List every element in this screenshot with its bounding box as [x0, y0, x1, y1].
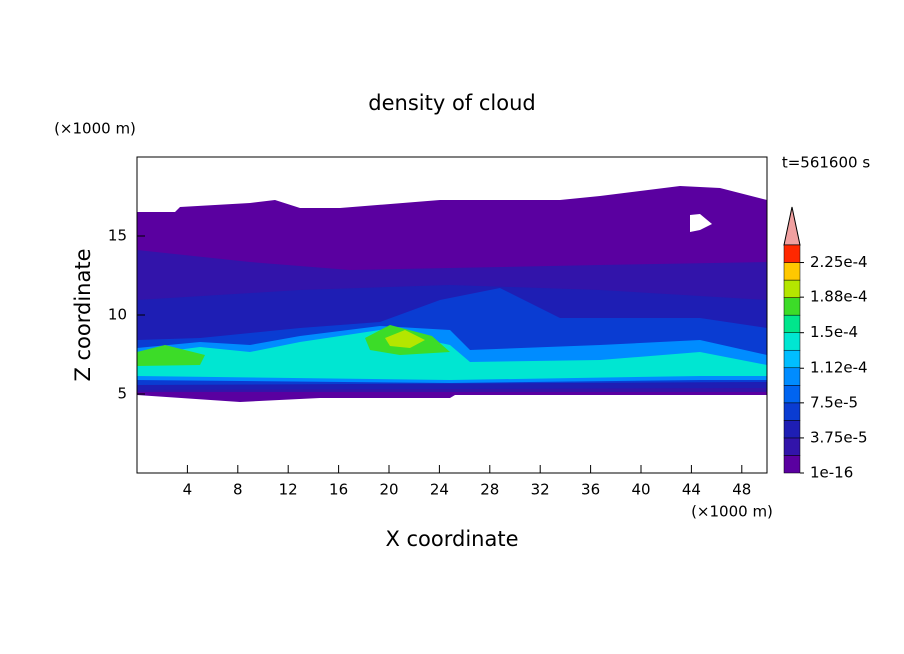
x-tick-label: 16	[329, 481, 348, 499]
colorbar-band	[783, 385, 801, 404]
colorbar-band	[783, 279, 801, 298]
contour-fill	[385, 330, 425, 348]
colorbar-band	[783, 314, 801, 333]
x-tick-label: 24	[430, 481, 449, 499]
contour-fill	[137, 330, 767, 380]
x-tick-label: 4	[183, 481, 193, 499]
colorbar-band	[783, 332, 801, 351]
colorbar-band	[783, 349, 801, 369]
y-unit: (×1000 m)	[54, 120, 136, 138]
colorbar-tick-label: 2.25e-4	[810, 253, 868, 271]
x-tick-label: 44	[682, 481, 701, 499]
time-label: t=561600 s	[782, 154, 870, 172]
colorbar-band	[783, 437, 801, 456]
x-tick-label: 8	[233, 481, 243, 499]
y-tick-label: 10	[108, 306, 127, 324]
x-tick-label: 48	[732, 481, 751, 499]
x-tick-label: 32	[531, 481, 550, 499]
colorbar-band	[783, 455, 801, 474]
x-tick-label: 36	[581, 481, 600, 499]
x-axis-label: X coordinate	[385, 527, 518, 551]
colorbar-tick-label: 3.75e-5	[810, 428, 868, 446]
colorbar-extension	[783, 206, 801, 246]
colorbar-tick-label: 1.5e-4	[810, 323, 858, 341]
x-tick-label: 12	[279, 481, 298, 499]
chart-title: density of cloud	[368, 91, 535, 115]
colorbar-tick-label: 1.88e-4	[810, 288, 868, 306]
colorbar-band	[783, 367, 801, 386]
colorbar-band	[783, 297, 801, 316]
colorbar-tick-label: 1e-16	[810, 464, 853, 482]
colorbar-tick-label: 1.12e-4	[810, 359, 868, 377]
colorbar-band	[783, 244, 801, 263]
x-tick-label: 40	[631, 481, 650, 499]
contour-fill	[690, 214, 712, 232]
colorbar-tick-label: 7.5e-5	[810, 393, 858, 411]
y-tick-label: 5	[117, 385, 127, 403]
colorbar-band	[783, 262, 801, 281]
colorbar-band	[783, 402, 801, 421]
x-unit: (×1000 m)	[691, 503, 773, 521]
y-tick-label: 15	[108, 227, 127, 245]
cloud-field	[137, 186, 767, 402]
x-tick-label: 20	[379, 481, 398, 499]
colorbar-band	[783, 420, 801, 439]
x-tick-label: 28	[480, 481, 499, 499]
contour-fill	[137, 345, 205, 366]
y-axis-label: Z coordinate	[71, 248, 95, 381]
